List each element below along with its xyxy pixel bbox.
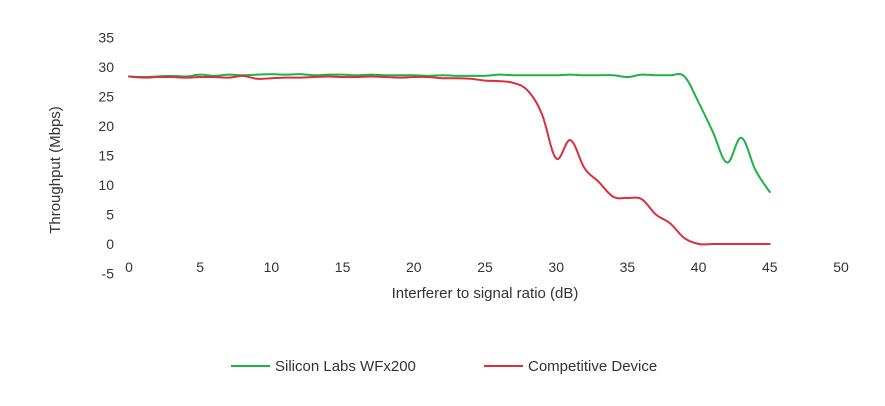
y-tick-label: 10: [98, 177, 114, 193]
x-tick-label: 50: [833, 259, 849, 275]
y-tick-label: 0: [106, 236, 114, 252]
y-tick-label: 30: [98, 59, 114, 75]
y-tick-label: -5: [102, 266, 115, 282]
x-tick-label: 5: [196, 259, 204, 275]
series-line-competitive-device: [128, 74, 771, 246]
x-tick-label: 0: [125, 259, 133, 275]
legend-label-silicon-labs: Silicon Labs WFx200: [275, 358, 416, 375]
series-lines: [128, 72, 771, 246]
x-tick-label: 20: [406, 259, 422, 275]
y-tick-label: 5: [106, 207, 114, 223]
x-tick-label: 15: [335, 259, 351, 275]
x-tick-label: 25: [477, 259, 493, 275]
series-line-silicon-labs: [128, 72, 771, 194]
x-axis-label: Interferer to signal ratio (dB): [392, 285, 579, 302]
x-tick-label: 30: [548, 259, 564, 275]
x-tick-label: 10: [264, 259, 280, 275]
y-tick-label: 20: [98, 118, 114, 134]
y-tick-label: 35: [98, 30, 114, 46]
y-axis-label: Throughput (Mbps): [47, 106, 64, 234]
legend-label-competitive-device: Competitive Device: [528, 358, 657, 375]
x-axis-ticks: 0 5 10 15 20 25 30 35 40 45 50: [125, 259, 849, 275]
y-axis-ticks: -5 0 5 10 15 20 25 30 35: [98, 30, 114, 282]
x-tick-label: 45: [762, 259, 778, 275]
y-tick-label: 25: [98, 89, 114, 105]
x-tick-label: 35: [620, 259, 636, 275]
x-tick-label: 40: [691, 259, 707, 275]
legend: Silicon Labs WFx200 Competitive Device: [231, 358, 657, 375]
y-tick-label: 15: [98, 148, 114, 164]
